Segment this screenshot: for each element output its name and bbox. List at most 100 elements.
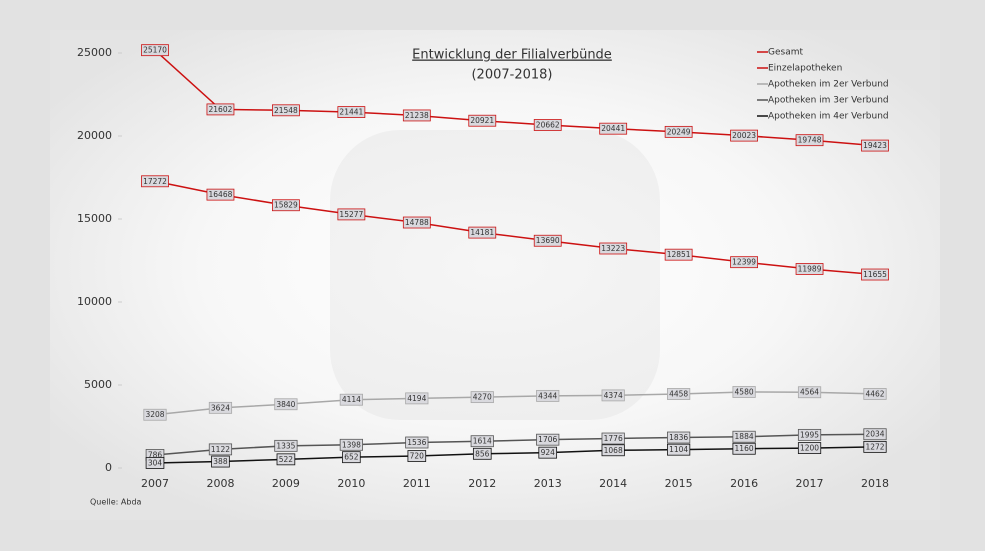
data-label: 13690 [536,236,560,245]
data-label-box [797,428,822,441]
data-label-box [206,103,235,116]
data-label: 4114 [342,395,361,404]
data-label-box [405,392,429,405]
x-tick-label: 2013 [534,477,562,490]
data-label: 19423 [863,141,887,150]
x-tick-label: 2010 [337,477,365,490]
data-label: 20249 [667,127,691,136]
legend-label: Gesamt [768,48,803,58]
data-label-box [402,216,431,229]
x-tick-label: 2012 [468,477,496,490]
data-label: 13223 [601,244,625,253]
data-label-box [795,263,824,275]
data-label: 1104 [669,445,688,454]
data-label-box [407,450,427,462]
data-label-box [211,455,230,468]
data-label: 1335 [276,441,295,450]
data-label-box [143,408,167,421]
data-label: 3208 [145,410,164,419]
x-tick-label: 2017 [796,477,824,490]
legend-label: Apotheken im 2er Verbund [768,80,889,90]
data-label: 4344 [538,391,557,400]
data-label-box [863,440,887,453]
data-label: 4564 [800,388,819,397]
data-label: 4270 [473,393,492,402]
data-label-box [730,129,758,142]
data-label-box [208,443,233,456]
data-label: 20662 [536,121,560,130]
data-label: 1160 [735,444,754,453]
data-label: 1272 [865,442,884,451]
data-label-box [402,109,431,122]
data-label-box [405,436,429,449]
data-label: 12399 [732,258,756,267]
data-label: 20023 [732,131,756,140]
data-label-box [732,386,756,398]
data-label-box [797,442,822,454]
data-label: 19748 [798,136,822,145]
data-label-box [730,256,758,269]
data-label-box [468,226,497,239]
data-label: 20921 [470,116,494,125]
data-label: 522 [279,455,294,464]
data-label-box [272,199,300,212]
data-label: 11989 [798,264,822,273]
data-label: 1884 [735,432,754,441]
data-label-box [599,122,628,135]
data-label: 4374 [604,391,623,400]
data-label-box [206,188,235,201]
watermark [330,130,660,420]
data-label: 720 [410,452,425,461]
data-label-box [664,125,693,138]
data-label-box [141,44,169,57]
data-label: 20441 [601,124,625,133]
data-label-box [339,393,363,406]
x-tick-label: 2016 [730,477,758,490]
data-label: 17272 [143,177,167,186]
data-label-box [667,388,691,400]
legend-label: Apotheken im 3er Verbund [768,96,889,106]
x-tick-label: 2009 [272,477,300,490]
data-label-box [667,443,691,456]
legend-label: Apotheken im 4er Verbund [768,112,889,122]
x-tick-label: 2015 [665,477,693,490]
data-label: 1398 [342,440,361,449]
data-label: 4580 [735,387,754,396]
source: Quelle: Abda [90,498,142,507]
data-label-box [145,457,165,469]
data-label-box [538,446,558,459]
data-label: 1776 [604,434,623,443]
data-label-box [468,114,497,127]
data-label-box [141,175,169,188]
data-label: 1536 [407,438,426,447]
y-tick-label: 10000 [77,295,112,308]
data-label: 786 [148,450,163,459]
data-label: 1706 [538,435,557,444]
data-label-box [599,242,628,255]
data-label-box [601,444,625,457]
x-tick-label: 2014 [599,477,627,490]
data-label: 1995 [800,430,819,439]
x-tick-label: 2018 [861,477,889,490]
data-label: 4194 [407,394,426,403]
data-label: 12851 [667,250,691,259]
data-label: 4458 [669,389,688,398]
y-tick-label: 15000 [77,212,112,225]
data-label: 14181 [470,228,494,237]
data-label-box [533,119,562,131]
data-label-box [274,439,298,452]
chart-subtitle: (2007-2018) [471,68,552,83]
data-label-box [667,431,691,444]
data-label-box [861,139,889,152]
y-tick-label: 5000 [84,378,112,391]
data-label-box [601,389,625,402]
data-label-box [664,248,693,261]
data-label-box [342,451,361,464]
data-label: 25170 [143,46,167,55]
data-label-box [208,401,233,414]
data-label-box [797,386,822,399]
data-label-box [470,435,494,448]
data-label-box [732,430,756,443]
y-tick-label: 20000 [77,129,112,142]
data-label: 3840 [276,400,295,409]
